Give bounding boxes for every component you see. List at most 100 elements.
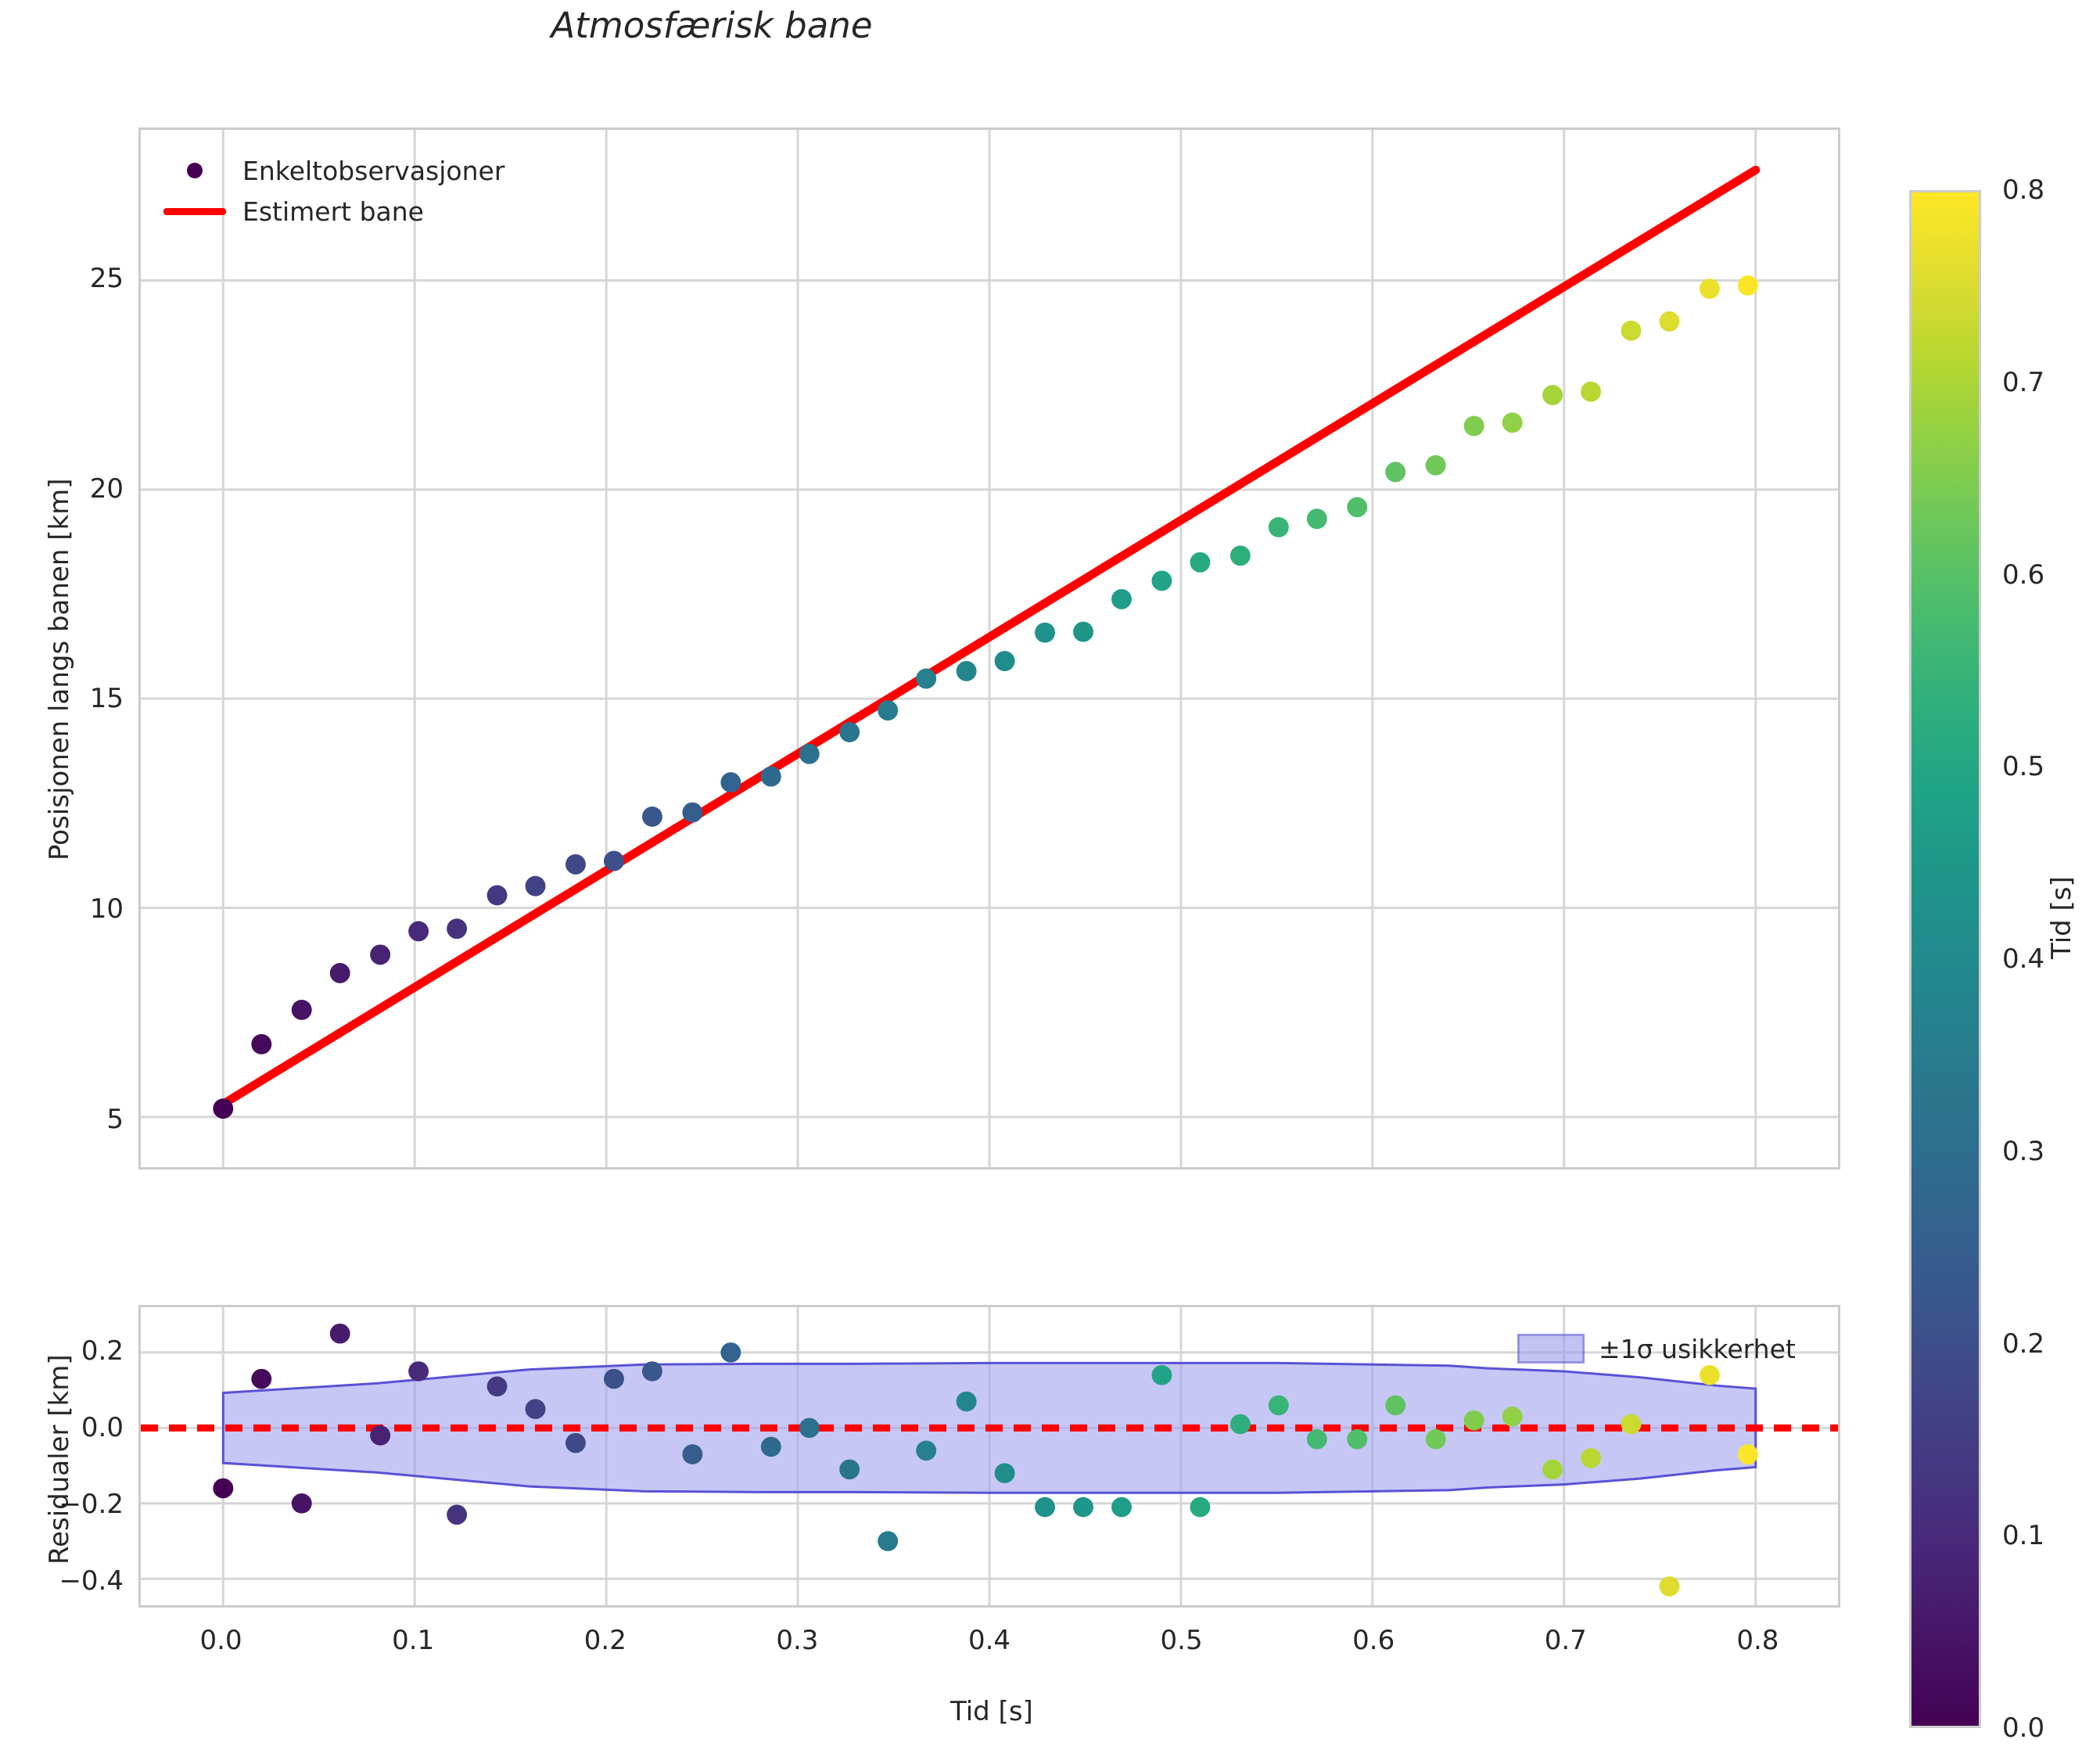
legend-key: [161, 207, 228, 215]
residual-point: [1621, 1414, 1642, 1435]
colorbar-tick: 0.2: [2002, 1328, 2045, 1360]
observation-point: [1151, 570, 1172, 591]
observation-point: [1659, 311, 1680, 332]
residual-point: [1581, 1448, 1602, 1468]
legend-line-icon: [163, 207, 226, 215]
residual-point: [760, 1436, 781, 1457]
observation-point: [1111, 588, 1132, 609]
fit-line: [223, 170, 1755, 1104]
residual-point: [291, 1493, 312, 1514]
observation-point: [956, 660, 977, 681]
main-plot-canvas: [141, 130, 1838, 1167]
observation-point: [447, 918, 468, 940]
residual-plot-xtick: 0.8: [1736, 1625, 1779, 1656]
residual-point: [878, 1531, 899, 1551]
legend-entry: Enkeltobservasjoner: [161, 153, 504, 188]
residual-plot-ytick: −0.4: [59, 1565, 124, 1597]
observation-point: [329, 962, 350, 983]
observation-point: [839, 721, 860, 742]
residual-plot-xtick: 0.0: [199, 1625, 242, 1656]
residual-point: [565, 1432, 586, 1453]
residual-plot-xtick: 0.5: [1160, 1625, 1203, 1656]
observation-point: [565, 853, 586, 875]
residual-point: [1073, 1497, 1093, 1518]
observation-point: [1699, 278, 1720, 300]
figure-title: Atmosfærisk bane: [551, 5, 873, 46]
residual-point: [1385, 1395, 1406, 1416]
residual-point: [603, 1368, 624, 1389]
observation-point: [760, 766, 781, 787]
residual-point: [1699, 1365, 1720, 1385]
legend-label: Enkeltobservasjoner: [242, 155, 505, 186]
residual-point: [525, 1399, 546, 1420]
residual-point: [370, 1425, 391, 1446]
main-plot-ytick: 10: [89, 893, 124, 925]
residual-point: [1425, 1428, 1446, 1450]
residual-point: [213, 1478, 234, 1499]
observation-point: [1268, 517, 1289, 537]
colorbar-tick: 0.6: [2002, 559, 2045, 591]
main-plot-ytick: 25: [89, 263, 124, 295]
residual-plot-legend: ±1σ usikkerhet: [1509, 1328, 1804, 1369]
observation-point: [1306, 508, 1327, 530]
main-plot-ytick: 5: [106, 1103, 124, 1135]
colorbar-tick: 0.1: [2002, 1520, 2045, 1552]
residual-point: [839, 1459, 860, 1480]
observation-point: [1073, 621, 1093, 642]
residual-plot-xtick: 0.6: [1352, 1625, 1395, 1656]
residual-point: [1111, 1497, 1132, 1518]
observation-point: [1190, 552, 1211, 573]
residual-point: [1463, 1410, 1484, 1431]
observation-point: [1385, 462, 1406, 483]
residual-plot-ytick: 0.2: [81, 1335, 124, 1367]
observation-point: [994, 651, 1015, 671]
legend-band-patch-icon: [1517, 1334, 1585, 1364]
residual-plot-xlabel: Tid [s]: [950, 1696, 1033, 1727]
main-plot-ylabel: Posisjonen langs banen [km]: [44, 478, 75, 861]
residual-plot-xtick: 0.3: [776, 1625, 819, 1656]
observation-point: [1035, 622, 1055, 643]
observation-point: [1347, 497, 1368, 518]
residual-point: [682, 1444, 703, 1464]
residual-point: [720, 1342, 741, 1363]
observation-point: [525, 875, 546, 896]
observation-point: [291, 1000, 312, 1020]
residual-point: [1190, 1497, 1211, 1518]
observation-point: [213, 1098, 234, 1119]
colorbar-gradient: [1909, 190, 1981, 1728]
observation-point: [682, 802, 703, 823]
legend-label: ±1σ usikkerhet: [1599, 1333, 1796, 1364]
colorbar-tick: 0.7: [2002, 366, 2045, 398]
residual-point: [1502, 1407, 1523, 1427]
residual-point: [1659, 1576, 1680, 1597]
colorbar-tick: 0.4: [2002, 943, 2045, 975]
residual-point: [1542, 1459, 1563, 1480]
residual-plot-ytick: 0.0: [81, 1411, 124, 1443]
residual-point: [1229, 1414, 1251, 1435]
legend-marker-dot-icon: [187, 163, 203, 178]
observation-point: [1502, 412, 1523, 433]
residual-point: [1268, 1395, 1289, 1416]
colorbar-tick: 0.3: [2002, 1135, 2045, 1167]
residual-plot-xtick: 0.7: [1544, 1625, 1587, 1656]
residual-plot-ylabel: Residualer [km]: [44, 1354, 75, 1565]
colorbar-tick: 0.8: [2002, 174, 2045, 206]
residual-point: [329, 1323, 350, 1344]
legend-key: [1517, 1334, 1585, 1364]
residual-point: [799, 1417, 820, 1439]
observation-point: [1425, 455, 1446, 476]
legend-entry: ±1σ usikkerhet: [1517, 1331, 1796, 1366]
residual-point: [1737, 1444, 1758, 1464]
colorbar: [1909, 190, 1981, 1728]
residual-point: [447, 1504, 468, 1525]
observation-point: [1542, 385, 1563, 405]
legend-label: Estimert bane: [242, 196, 424, 227]
colorbar-title: Tid [s]: [2046, 876, 2077, 959]
residual-point: [251, 1368, 272, 1389]
colorbar-tick: 0.0: [2002, 1712, 2045, 1744]
residual-point: [1347, 1428, 1368, 1450]
observation-point: [1621, 320, 1642, 341]
main-plot-axes: [138, 128, 1840, 1170]
residual-plot-xtick: 0.2: [583, 1625, 626, 1656]
